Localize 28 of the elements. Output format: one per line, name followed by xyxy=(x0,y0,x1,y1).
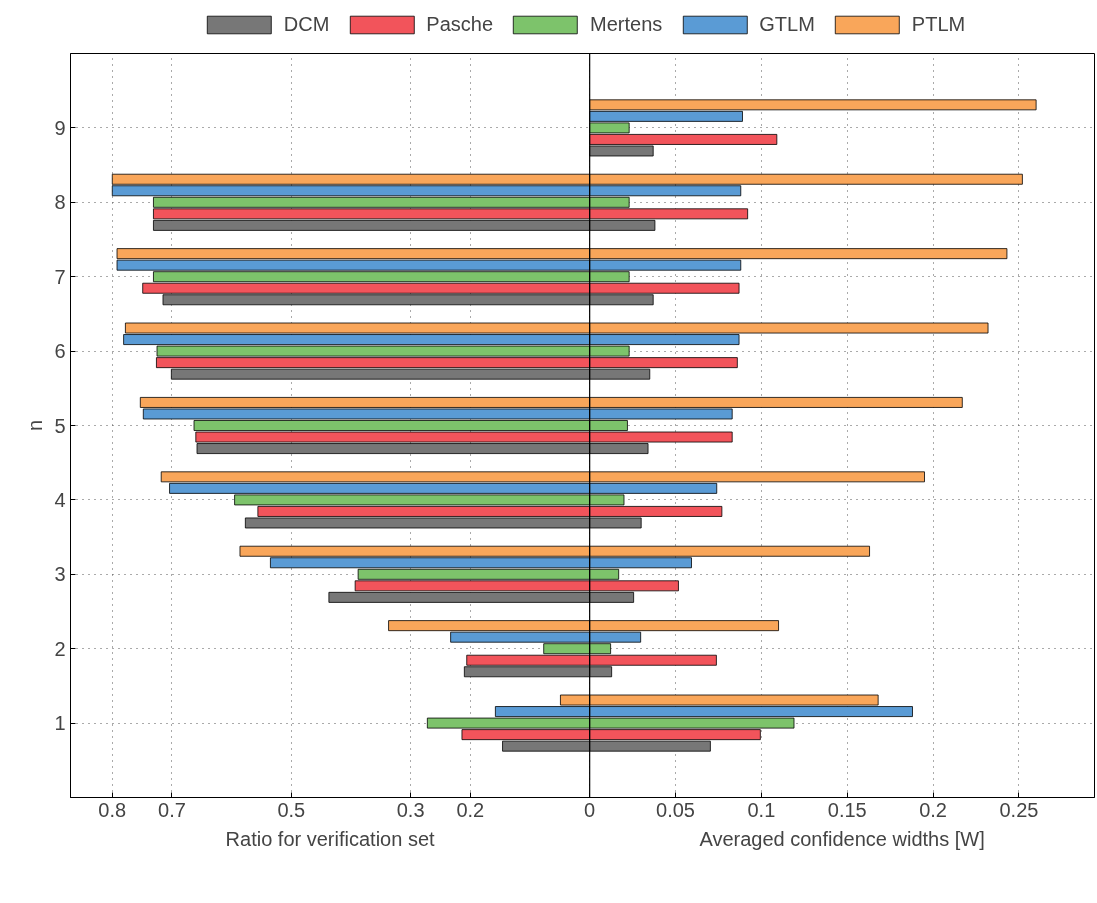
y-axis-title: n xyxy=(24,419,47,432)
y-tick-label: 5 xyxy=(54,414,66,437)
y-tick-label: 9 xyxy=(54,116,66,139)
y-tick-label: 6 xyxy=(54,340,66,363)
x-axis-title: Ratio for verification set xyxy=(225,827,436,850)
y-tick-label: 1 xyxy=(54,712,66,735)
legend-label: DCM xyxy=(283,12,330,36)
x-tick-label: 0.1 xyxy=(747,798,776,821)
x-tick-label: 0.8 xyxy=(98,798,127,821)
x-tick-label: 0.2 xyxy=(919,798,947,821)
y-tick-label: 3 xyxy=(54,563,66,586)
x-tick-label: 0.2 xyxy=(456,798,485,821)
x-tick-label: 0.5 xyxy=(277,798,306,821)
x-tick-label: 0.25 xyxy=(999,798,1039,821)
y-tick-label: 8 xyxy=(54,191,66,214)
legend-label: Pasche xyxy=(426,12,494,36)
x-tick-label: 0.05 xyxy=(656,798,695,821)
legend-label: Mertens xyxy=(590,12,663,36)
y-tick-label: 7 xyxy=(54,265,66,288)
y-tick-label: 4 xyxy=(54,488,66,511)
x-tick-label: 0.15 xyxy=(827,798,867,821)
x-tick-label: 0.7 xyxy=(158,798,186,821)
x-tick-label: 0.3 xyxy=(396,798,425,821)
legend-label: PTLM xyxy=(911,12,966,36)
legend-label: GTLM xyxy=(759,12,815,36)
y-tick-label: 2 xyxy=(54,637,66,660)
x-tick-label: 0 xyxy=(584,798,596,821)
x-axis-title: Averaged confidence widths [W] xyxy=(699,827,985,850)
